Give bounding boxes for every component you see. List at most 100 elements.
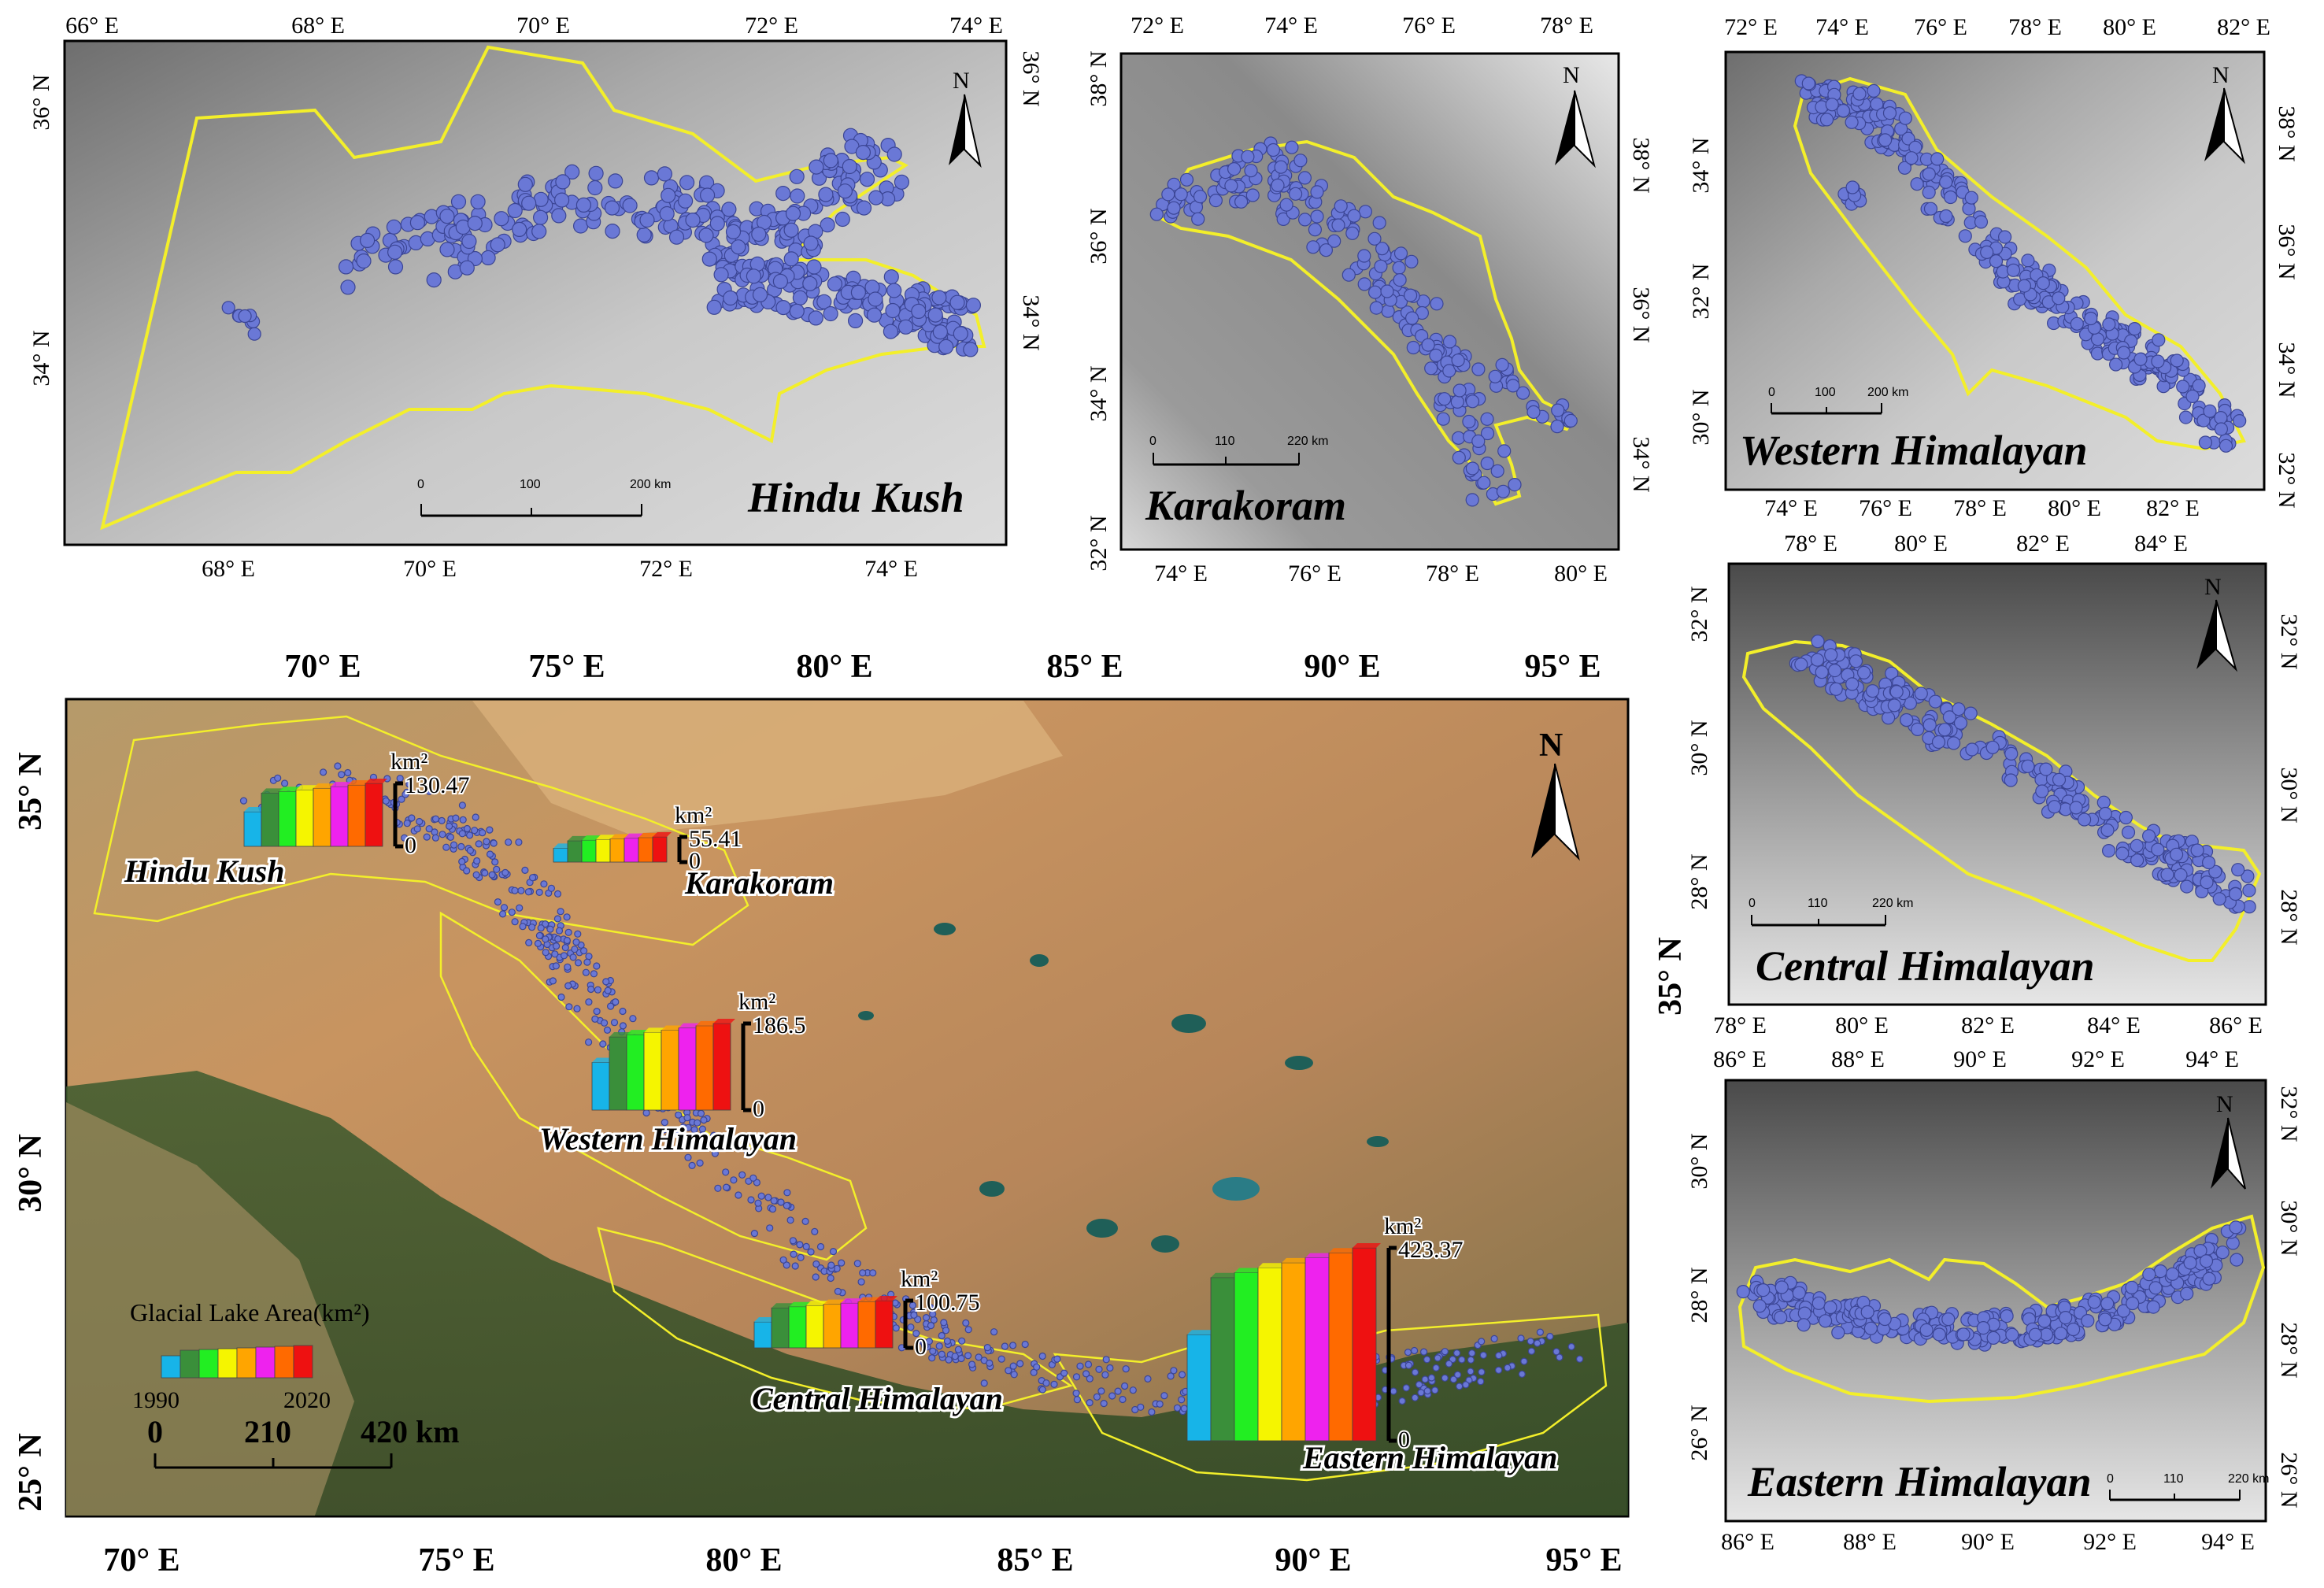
glacial-lake-marker xyxy=(2127,322,2142,336)
glacial-lake-marker xyxy=(894,174,910,190)
scale-110: 110 xyxy=(1808,897,1828,910)
eastern-himalayan-glacial-lakes xyxy=(1736,1220,2247,1352)
north-arrow: N xyxy=(2204,62,2245,165)
glacial-lake-marker xyxy=(560,952,568,960)
glacial-lake-marker xyxy=(680,1135,688,1142)
glacial-lake-marker xyxy=(684,1153,692,1161)
glacial-lake-marker xyxy=(551,208,567,224)
tick: 28° N xyxy=(1686,853,1712,909)
tick: 38° N xyxy=(1086,50,1112,106)
bar-top xyxy=(1329,1248,1357,1253)
glacial-lake-marker xyxy=(1082,1370,1090,1378)
glacial-lake-marker xyxy=(1878,133,1893,147)
tick: 92° E xyxy=(2083,1529,2137,1555)
glacial-lake-marker xyxy=(512,221,527,237)
glacial-lake-marker xyxy=(458,830,466,838)
glacial-lake-marker xyxy=(535,931,544,940)
glacial-lake-marker xyxy=(2048,800,2062,814)
glacial-lake-marker xyxy=(1450,394,1464,409)
glacial-lake-marker xyxy=(677,193,694,209)
tick: 78° E xyxy=(1426,561,1479,587)
glacial-lake-marker xyxy=(461,233,477,250)
unit-label: km² xyxy=(675,802,712,828)
tick: 88° E xyxy=(1843,1529,1897,1555)
glacial-lake-marker xyxy=(721,202,737,217)
glacial-lake-marker xyxy=(711,1149,720,1157)
glacial-lake-marker xyxy=(885,302,901,319)
bar xyxy=(695,1025,714,1111)
glacial-lake-marker xyxy=(2096,795,2111,809)
glacial-lake-marker xyxy=(572,218,589,234)
bottom-ticks: 68° E 70° E 72° E 74° E xyxy=(202,556,918,582)
glacial-lake-marker xyxy=(1527,1337,1534,1346)
glacial-lake-marker xyxy=(1129,1386,1137,1394)
glacial-lake-marker xyxy=(698,1131,706,1139)
glacial-lake-marker xyxy=(957,1354,965,1363)
glacial-lake-marker xyxy=(2151,842,2165,857)
glacial-lake-marker xyxy=(1421,1375,1429,1383)
glacial-lake-marker xyxy=(1072,1389,1080,1397)
glacial-lake-marker xyxy=(2078,813,2092,827)
glacial-lake-marker xyxy=(809,159,824,175)
glacial-lake-marker xyxy=(524,888,533,896)
glacial-lake-marker xyxy=(2130,853,2145,868)
glacial-lake-marker xyxy=(1288,187,1303,201)
glacial-lake-marker xyxy=(221,301,235,315)
glacial-lake-marker xyxy=(534,939,542,948)
glacial-lake-marker xyxy=(922,1313,931,1322)
glacial-lake-marker xyxy=(932,324,949,340)
glacial-lake-marker xyxy=(1797,1318,1811,1332)
glacial-lake-marker xyxy=(481,869,489,877)
scale-0: 0 xyxy=(417,478,424,491)
scale-200: 200 km xyxy=(1867,386,1908,399)
glacial-lake-marker xyxy=(1430,297,1444,311)
glacial-lake-marker xyxy=(986,1359,994,1368)
tick: 74° E xyxy=(1264,13,1318,39)
glacial-lake-marker xyxy=(1527,1347,1536,1355)
glacial-lake-marker xyxy=(619,1022,627,1030)
glacial-lake-marker xyxy=(500,904,509,912)
tick: 32° N xyxy=(2276,1086,2302,1142)
north-arrow-icon xyxy=(2204,88,2224,161)
glacial-lake-marker xyxy=(1438,392,1452,406)
glacial-lake-marker xyxy=(964,1326,972,1334)
bar-top xyxy=(582,835,601,841)
glacial-lake-marker xyxy=(1985,740,2000,754)
glacial-lake-marker xyxy=(1932,1327,1946,1342)
glacial-lake-marker xyxy=(777,1198,785,1206)
glacial-lake-marker xyxy=(834,1287,842,1295)
karakoram-dem-frame xyxy=(1119,52,1620,551)
glacial-lake-marker xyxy=(2000,1309,2014,1323)
glacial-lake-marker xyxy=(1367,231,1382,246)
min-value-label: 0 xyxy=(753,1096,764,1122)
glacial-lake-marker xyxy=(486,826,494,834)
glacial-lake-marker xyxy=(2148,1281,2163,1295)
glacial-lake-marker xyxy=(965,298,982,313)
glacial-lake-marker xyxy=(789,303,805,319)
glacial-lake-marker xyxy=(1567,1342,1575,1351)
glacial-lake-marker xyxy=(827,1261,835,1269)
glacial-lake-marker xyxy=(2160,868,2174,882)
bar xyxy=(788,1306,807,1349)
tick: 78° E xyxy=(2008,14,2062,40)
tick: 86° E xyxy=(2209,1012,2263,1038)
glacial-lake-marker xyxy=(1867,83,1881,98)
tick: 26° N xyxy=(2276,1452,2302,1508)
north-arrow: N xyxy=(2196,574,2238,672)
glacial-lake-marker xyxy=(2098,806,2112,821)
glacial-lake-marker xyxy=(401,834,409,842)
glacial-lake-marker xyxy=(1965,742,1979,757)
glacial-lake-marker xyxy=(511,887,519,894)
eastern-himalayan-title: Eastern Himalayan xyxy=(1747,1458,2092,1505)
glacial-lake-marker xyxy=(1829,682,1843,696)
glacial-lake-marker xyxy=(823,153,838,168)
bar-top xyxy=(653,832,672,837)
glacial-lake-marker xyxy=(2021,759,2035,773)
glacial-lake-marker xyxy=(2200,875,2214,890)
glacial-lake-marker xyxy=(1179,172,1194,187)
tick: 78° E xyxy=(1953,495,2007,521)
min-value-label: 0 xyxy=(689,848,701,874)
glacial-lake-marker xyxy=(709,216,725,231)
